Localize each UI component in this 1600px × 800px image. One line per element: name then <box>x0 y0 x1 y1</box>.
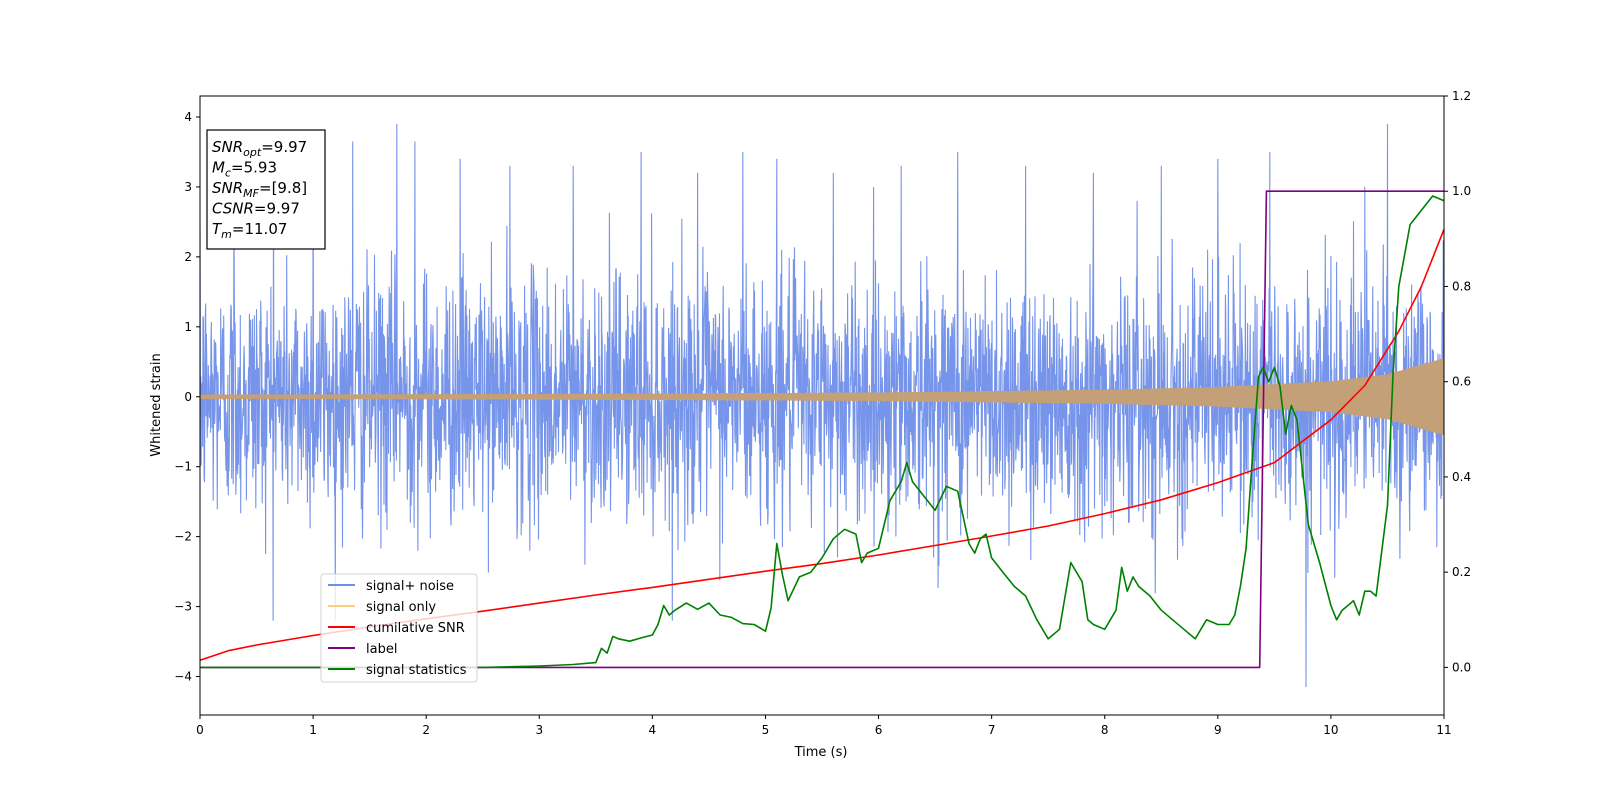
x-tick-label: 8 <box>1101 723 1109 737</box>
x-tick-label: 6 <box>875 723 883 737</box>
legend-label-signal-only: signal only <box>366 600 436 615</box>
y-axis-label: Whitened strain <box>149 353 164 456</box>
x-axis-label: Time (s) <box>794 745 848 760</box>
x-tick-label: 3 <box>535 723 543 737</box>
x-tick-label: 11 <box>1436 723 1451 737</box>
info-line: Tm=11.07 <box>212 220 287 241</box>
x-tick-label: 9 <box>1214 723 1222 737</box>
y-right-tick-label: 1.0 <box>1452 184 1471 198</box>
legend-frame <box>320 573 478 683</box>
y-left-tick-label: 4 <box>184 110 192 124</box>
series-signal-only-envelope <box>200 358 1444 436</box>
info-box-frame <box>206 129 326 250</box>
info-line: SNRMF=[9.8] <box>212 179 307 200</box>
x-tick-label: 7 <box>988 723 996 737</box>
series-signal-statistics <box>200 195 1444 669</box>
x-tick-label: 5 <box>762 723 770 737</box>
y-left-tick-label: −1 <box>174 460 192 474</box>
y-left-tick-label: −2 <box>174 530 192 544</box>
x-tick-label: 2 <box>422 723 430 737</box>
info-line: SNRopt=9.97 <box>212 138 307 159</box>
info-line: CSNR=9.97 <box>212 200 300 218</box>
x-tick-label: 10 <box>1323 723 1338 737</box>
x-tick-label: 1 <box>309 723 317 737</box>
y-right-tick-label: 0.4 <box>1452 470 1471 484</box>
legend-label-label: label <box>366 642 397 657</box>
y-left-tick-label: 0 <box>184 390 192 404</box>
y-left-tick-label: 3 <box>184 180 192 194</box>
info-line: Mc=5.93 <box>212 159 277 180</box>
x-tick-label: 4 <box>649 723 657 737</box>
y-right-tick-label: 0.2 <box>1452 565 1471 579</box>
y-right-tick-label: 0.6 <box>1452 375 1471 389</box>
x-tick-label: 0 <box>196 723 204 737</box>
axes-layer: 0 1 2 3 4 5 6 7 8 9 10 11 −4 −3 −2 −1 0 1 2 3 4 0.0 0.2 0.4 0.6 0… <box>174 89 1471 737</box>
y-left-tick-label: 2 <box>184 250 192 264</box>
plot-frame <box>199 95 1445 716</box>
legend-label-cumilative-snr: cumilative SNR <box>366 621 465 636</box>
y-left-tick-label: −3 <box>174 600 192 614</box>
legend-label-signal-noise: signal+ noise <box>366 579 454 594</box>
legend-label-signal-statistics: signal statistics <box>366 663 467 678</box>
y-right-tick-label: 1.2 <box>1452 89 1471 103</box>
y-left-tick-label: 1 <box>184 320 192 334</box>
series-label <box>200 190 1444 669</box>
y-left-tick-label: −4 <box>174 670 192 684</box>
series-signal-noise <box>200 123 1444 688</box>
legend: signal+ noise signal only cumilative SNR la… <box>320 573 478 683</box>
y-right-tick-label: 0.0 <box>1452 660 1471 674</box>
y-right-tick-label: 0.8 <box>1452 279 1471 293</box>
